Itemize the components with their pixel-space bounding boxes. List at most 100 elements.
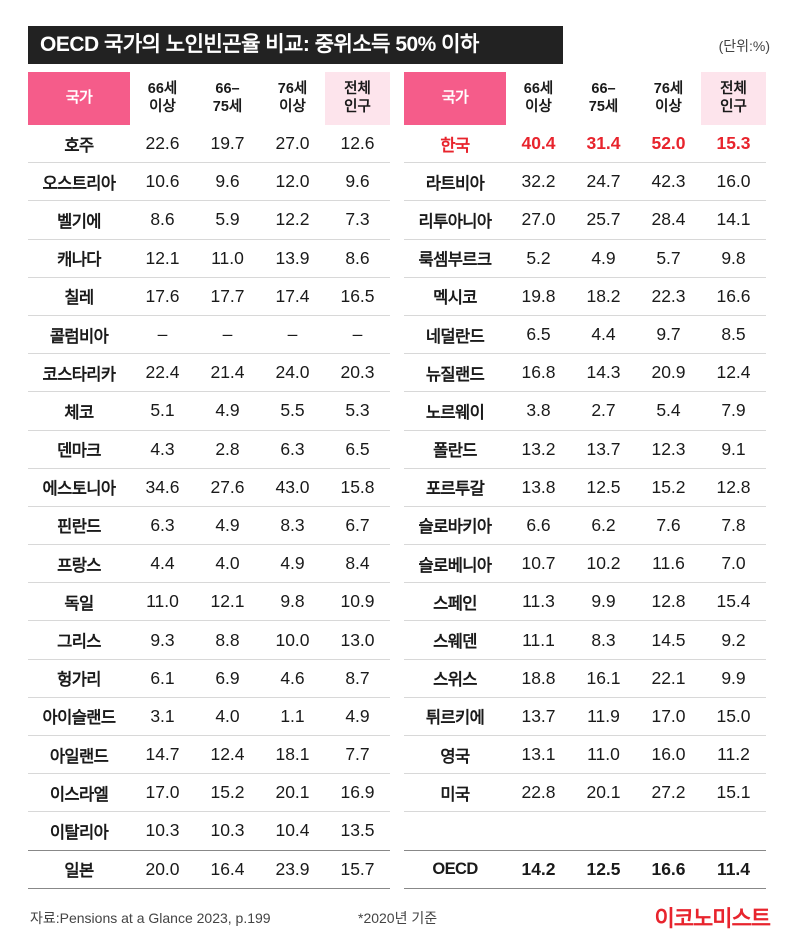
value-total: 15.8 bbox=[325, 477, 390, 498]
value-age66to75: 8.3 bbox=[571, 630, 636, 651]
value-total: 7.0 bbox=[701, 553, 766, 574]
value-age66plus: 10.3 bbox=[130, 820, 195, 841]
value-age66plus: – bbox=[130, 324, 195, 345]
value-age76plus: 16.6 bbox=[636, 859, 701, 880]
value-age76plus: – bbox=[260, 324, 325, 345]
value-age66to75: 12.5 bbox=[571, 477, 636, 498]
value-total: 8.7 bbox=[325, 668, 390, 689]
country-name: 아일랜드 bbox=[28, 743, 130, 767]
value-age76plus: 20.1 bbox=[260, 782, 325, 803]
value-age76plus: 17.4 bbox=[260, 286, 325, 307]
value-age76plus: 9.8 bbox=[260, 591, 325, 612]
value-total: 15.4 bbox=[701, 591, 766, 612]
value-age76plus: 23.9 bbox=[260, 859, 325, 880]
value-total: 16.9 bbox=[325, 782, 390, 803]
value-age66plus: 13.7 bbox=[506, 706, 571, 727]
value-age66to75: 12.5 bbox=[571, 859, 636, 880]
value-total: 12.8 bbox=[701, 477, 766, 498]
country-name: 콜럼비아 bbox=[28, 323, 130, 347]
value-age66plus: 6.5 bbox=[506, 324, 571, 345]
country-name: 뉴질랜드 bbox=[404, 361, 506, 385]
table-row: 에스토니아 34.6 27.6 43.0 15.8 bbox=[28, 469, 390, 507]
value-age76plus: 14.5 bbox=[636, 630, 701, 651]
value-age66plus: 6.6 bbox=[506, 515, 571, 536]
table-row: 네덜란드 6.5 4.4 9.7 8.5 bbox=[404, 316, 766, 354]
value-total: 7.3 bbox=[325, 209, 390, 230]
value-age66to75: 24.7 bbox=[571, 171, 636, 192]
table-row: 이스라엘 17.0 15.2 20.1 16.9 bbox=[28, 774, 390, 812]
chart-title: OECD 국가의 노인빈곤율 비교: 중위소득 50% 이하 bbox=[28, 26, 563, 64]
country-name: 프랑스 bbox=[28, 552, 130, 576]
value-age66plus: 3.1 bbox=[130, 706, 195, 727]
value-age66plus: 13.1 bbox=[506, 744, 571, 765]
table-row: 스웨덴 11.1 8.3 14.5 9.2 bbox=[404, 621, 766, 659]
table-row: 오스트리아 10.6 9.6 12.0 9.6 bbox=[28, 163, 390, 201]
value-age66plus: 16.8 bbox=[506, 362, 571, 383]
value-age66to75: 20.1 bbox=[571, 782, 636, 803]
country-name: 스페인 bbox=[404, 590, 506, 614]
header-total: 전체 인구 bbox=[701, 72, 766, 125]
header-total: 전체 인구 bbox=[325, 72, 390, 125]
value-age66plus: 19.8 bbox=[506, 286, 571, 307]
value-age66to75: 27.6 bbox=[195, 477, 260, 498]
value-age66plus: 12.1 bbox=[130, 248, 195, 269]
value-age66to75: 15.2 bbox=[195, 782, 260, 803]
table-row: 콜럼비아 – – – – bbox=[28, 316, 390, 354]
base-year-note: *2020년 기준 bbox=[358, 908, 437, 928]
value-age66to75: 31.4 bbox=[571, 133, 636, 154]
table-row: 헝가리 6.1 6.9 4.6 8.7 bbox=[28, 660, 390, 698]
value-total: 12.6 bbox=[325, 133, 390, 154]
value-age76plus: 24.0 bbox=[260, 362, 325, 383]
value-age66to75: 16.1 bbox=[571, 668, 636, 689]
value-age66plus: 22.4 bbox=[130, 362, 195, 383]
value-total: 13.5 bbox=[325, 820, 390, 841]
table-row: 일본 20.0 16.4 23.9 15.7 bbox=[28, 851, 390, 889]
value-total: 10.9 bbox=[325, 591, 390, 612]
value-age66to75: 6.2 bbox=[571, 515, 636, 536]
value-age66plus: 14.7 bbox=[130, 744, 195, 765]
value-age66plus: 6.1 bbox=[130, 668, 195, 689]
value-age76plus: 9.7 bbox=[636, 324, 701, 345]
table-row: 노르웨이 3.8 2.7 5.4 7.9 bbox=[404, 392, 766, 430]
value-age66plus: 5.2 bbox=[506, 248, 571, 269]
value-total: 9.8 bbox=[701, 248, 766, 269]
value-age66to75: 8.8 bbox=[195, 630, 260, 651]
value-age66plus: 6.3 bbox=[130, 515, 195, 536]
value-age76plus: 5.7 bbox=[636, 248, 701, 269]
table-row: 아이슬랜드 3.1 4.0 1.1 4.9 bbox=[28, 698, 390, 736]
value-age66to75: 19.7 bbox=[195, 133, 260, 154]
country-name: 스웨덴 bbox=[404, 628, 506, 652]
value-total: 11.2 bbox=[701, 744, 766, 765]
country-name: 룩셈부르크 bbox=[404, 246, 506, 270]
value-age66to75: 2.7 bbox=[571, 400, 636, 421]
value-age66to75: 9.6 bbox=[195, 171, 260, 192]
value-total: 15.0 bbox=[701, 706, 766, 727]
header-name: 국가 bbox=[404, 72, 506, 125]
brand-logo: 이코노미스트 bbox=[655, 901, 770, 933]
country-name: 헝가리 bbox=[28, 666, 130, 690]
table-row: 튀르키에 13.7 11.9 17.0 15.0 bbox=[404, 698, 766, 736]
value-total: 8.6 bbox=[325, 248, 390, 269]
country-name: 이탈리아 bbox=[28, 819, 130, 843]
value-total: 9.1 bbox=[701, 439, 766, 460]
country-name: 캐나다 bbox=[28, 246, 130, 270]
country-name: 폴란드 bbox=[404, 437, 506, 461]
country-name: 스위스 bbox=[404, 666, 506, 690]
value-total: 7.8 bbox=[701, 515, 766, 536]
table-row: 독일 11.0 12.1 9.8 10.9 bbox=[28, 583, 390, 621]
table-row: 그리스 9.3 8.8 10.0 13.0 bbox=[28, 621, 390, 659]
value-total: 8.4 bbox=[325, 553, 390, 574]
table-right: 국가 66세 이상 66– 75세 76세 이상 전체 인구 한국 40.4 31.4 52.0… bbox=[404, 72, 766, 889]
header-age76plus: 76세 이상 bbox=[636, 72, 701, 125]
value-total: 8.5 bbox=[701, 324, 766, 345]
country-name: 코스타리카 bbox=[28, 361, 130, 385]
value-age66plus: 17.0 bbox=[130, 782, 195, 803]
value-age76plus: 5.5 bbox=[260, 400, 325, 421]
table-row: 폴란드 13.2 13.7 12.3 9.1 bbox=[404, 431, 766, 469]
value-age66plus: 4.3 bbox=[130, 439, 195, 460]
country-name: 슬로베니아 bbox=[404, 552, 506, 576]
value-age66to75: 14.3 bbox=[571, 362, 636, 383]
value-age76plus: 42.3 bbox=[636, 171, 701, 192]
value-age66plus: 17.6 bbox=[130, 286, 195, 307]
country-name: 에스토니아 bbox=[28, 475, 130, 499]
